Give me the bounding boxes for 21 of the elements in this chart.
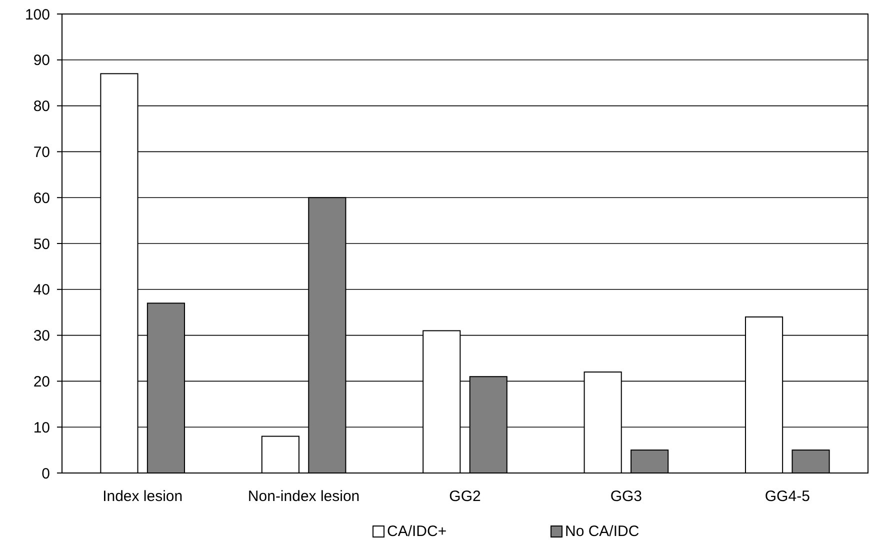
x-tick-label: GG4-5 bbox=[764, 488, 810, 505]
legend-label: No CA/IDC bbox=[565, 523, 640, 540]
y-tick-label: 0 bbox=[42, 465, 50, 482]
legend-label: CA/IDC+ bbox=[387, 523, 447, 540]
x-tick-label: Non-index lesion bbox=[248, 488, 360, 505]
x-tick-label: GG2 bbox=[449, 488, 481, 505]
bar bbox=[630, 450, 669, 474]
y-tick-label: 20 bbox=[33, 373, 50, 390]
y-tick-label: 80 bbox=[33, 98, 50, 116]
y-tick-label: 10 bbox=[33, 419, 50, 436]
x-tick-label: Index lesion bbox=[102, 488, 183, 505]
y-tick-label: 60 bbox=[33, 190, 50, 207]
y-tick-label: 50 bbox=[33, 236, 50, 253]
y-tick-label: 70 bbox=[33, 144, 50, 161]
y-tick-label: 40 bbox=[33, 282, 50, 299]
y-tick-label: 30 bbox=[33, 328, 50, 345]
x-tick-label: GG3 bbox=[610, 488, 642, 505]
y-tick-label: 100 bbox=[24, 6, 50, 24]
y-tick-label: 90 bbox=[33, 52, 50, 70]
bar bbox=[792, 450, 830, 474]
bar bbox=[261, 436, 300, 474]
